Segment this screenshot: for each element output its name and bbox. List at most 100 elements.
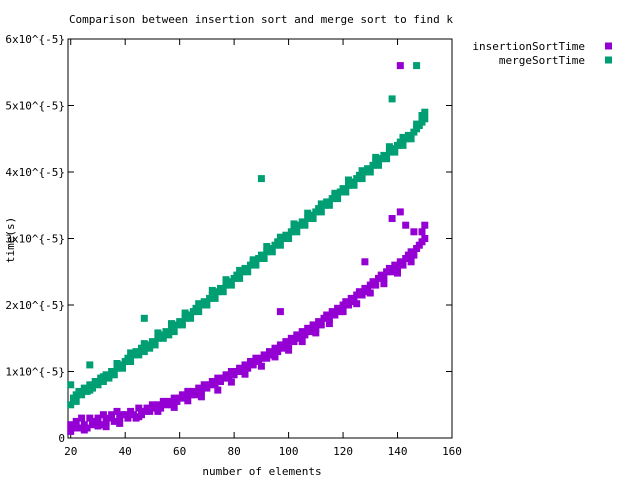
data-point bbox=[135, 404, 143, 412]
data-point bbox=[361, 258, 369, 266]
data-point bbox=[345, 176, 352, 184]
data-point bbox=[195, 300, 203, 308]
data-point bbox=[222, 276, 230, 284]
data-point bbox=[236, 266, 244, 274]
data-point bbox=[304, 209, 312, 217]
data-point bbox=[257, 362, 265, 370]
data-point bbox=[127, 358, 135, 365]
data-point bbox=[257, 175, 265, 183]
data-point bbox=[197, 387, 205, 395]
data-point bbox=[301, 331, 309, 339]
data-point bbox=[410, 251, 418, 259]
data-point bbox=[399, 133, 407, 141]
data-point bbox=[276, 308, 284, 316]
data-point bbox=[358, 175, 366, 183]
data-point bbox=[263, 354, 271, 362]
x-axis-label: number of elements bbox=[202, 465, 321, 478]
data-point bbox=[187, 314, 195, 322]
data-point bbox=[67, 427, 75, 435]
data-point bbox=[116, 419, 124, 427]
data-point bbox=[249, 256, 257, 264]
x-tick-label: 160 bbox=[442, 445, 462, 458]
x-tick-label: 120 bbox=[333, 445, 353, 458]
data-point bbox=[285, 346, 293, 354]
series-layer bbox=[67, 62, 429, 435]
data-point bbox=[86, 414, 94, 422]
data-point bbox=[317, 208, 325, 216]
data-point bbox=[67, 401, 75, 409]
series-insertionSortTime bbox=[67, 62, 429, 435]
data-point bbox=[290, 338, 298, 346]
data-point bbox=[244, 364, 252, 372]
data-point bbox=[339, 308, 347, 316]
data-point bbox=[219, 288, 227, 296]
y-tick-label: 1x10^{-5} bbox=[5, 366, 65, 379]
data-point bbox=[285, 235, 293, 242]
data-point bbox=[195, 308, 203, 316]
data-point bbox=[301, 221, 309, 229]
data-point bbox=[279, 344, 287, 352]
x-tick-label: 60 bbox=[173, 445, 186, 458]
y-tick-label: 5x10^{-5} bbox=[5, 100, 65, 113]
data-point bbox=[99, 411, 107, 419]
data-point bbox=[372, 281, 380, 289]
data-point bbox=[110, 417, 118, 425]
data-point bbox=[407, 258, 415, 266]
x-tick-label: 100 bbox=[279, 445, 299, 458]
data-point bbox=[366, 168, 374, 176]
data-point bbox=[146, 344, 154, 352]
legend-label: insertionSortTime bbox=[472, 40, 585, 53]
data-point bbox=[181, 309, 189, 317]
data-point bbox=[94, 414, 102, 422]
data-point bbox=[334, 195, 342, 203]
data-point bbox=[309, 215, 317, 222]
data-point bbox=[331, 189, 339, 197]
data-point bbox=[383, 155, 391, 163]
data-point bbox=[306, 328, 314, 336]
data-point bbox=[260, 255, 268, 262]
data-point bbox=[418, 228, 426, 236]
legend-swatch bbox=[605, 56, 612, 64]
data-point bbox=[290, 220, 298, 228]
chart-title-group: Comparison between insertion sort and me… bbox=[69, 13, 453, 26]
data-point bbox=[268, 248, 276, 256]
data-point bbox=[353, 300, 361, 308]
data-point bbox=[380, 280, 388, 288]
y-tick-label: 6x10^{-5} bbox=[5, 33, 65, 46]
data-point bbox=[350, 181, 358, 189]
data-point bbox=[211, 294, 219, 302]
data-point bbox=[388, 268, 396, 276]
data-point bbox=[203, 301, 211, 309]
y-axis: 0 1x10^{-5} 2x10^{-5} 3x10^{-5} 4x10^{-5} 5x1… bbox=[5, 33, 452, 445]
data-point bbox=[135, 351, 143, 359]
data-point bbox=[72, 391, 80, 399]
data-point bbox=[276, 233, 284, 241]
legend-label: mergeSortTime bbox=[499, 54, 585, 67]
data-point bbox=[345, 301, 352, 309]
data-point bbox=[102, 423, 110, 431]
data-point bbox=[388, 95, 396, 103]
data-point bbox=[86, 361, 94, 369]
x-tick-label: 40 bbox=[119, 445, 132, 458]
y-axis-label: time(s) bbox=[4, 217, 17, 263]
data-point bbox=[211, 381, 219, 389]
data-point bbox=[184, 397, 192, 405]
data-point bbox=[225, 374, 233, 382]
x-tick-label: 80 bbox=[228, 445, 241, 458]
data-point bbox=[358, 167, 366, 175]
data-point bbox=[325, 314, 333, 322]
x-tick-label: 140 bbox=[388, 445, 408, 458]
data-point bbox=[78, 414, 86, 422]
data-point bbox=[298, 338, 306, 346]
data-point bbox=[312, 329, 320, 337]
data-point bbox=[372, 153, 380, 161]
data-point bbox=[72, 397, 80, 405]
data-point bbox=[236, 274, 244, 282]
data-point bbox=[293, 228, 301, 236]
data-point bbox=[159, 334, 167, 342]
data-point bbox=[208, 286, 216, 294]
data-point bbox=[151, 341, 159, 349]
x-axis: 20 40 60 80 100 120 140 160 bbox=[64, 39, 462, 458]
data-point bbox=[285, 341, 293, 349]
